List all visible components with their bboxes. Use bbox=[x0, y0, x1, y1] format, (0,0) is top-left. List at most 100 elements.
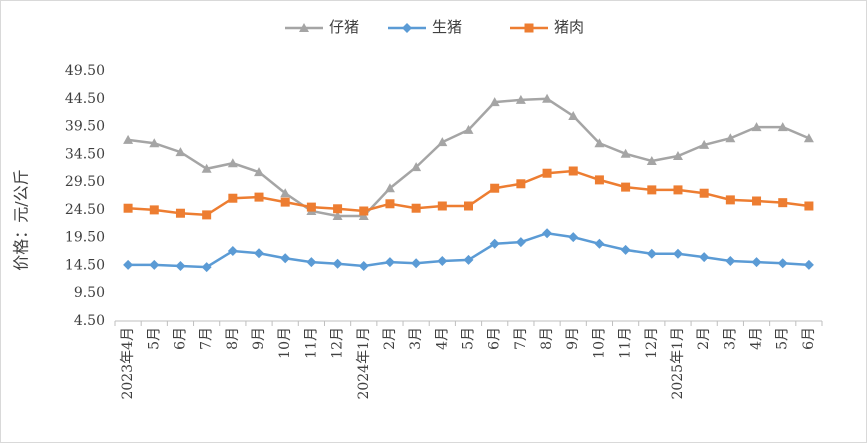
y-tick-label: 9.50 bbox=[74, 285, 105, 301]
y-tick-label: 44.50 bbox=[65, 91, 105, 107]
point bbox=[542, 93, 553, 103]
point bbox=[673, 185, 683, 195]
point bbox=[489, 238, 500, 249]
point bbox=[777, 122, 788, 132]
x-tick-label: 9月 bbox=[565, 327, 581, 350]
point bbox=[437, 201, 447, 211]
point bbox=[201, 163, 212, 173]
y-tick-label: 4.50 bbox=[74, 313, 105, 329]
legend-label: 仔猪 bbox=[329, 18, 359, 36]
point bbox=[332, 258, 343, 269]
y-axis-label: 价格：元/公斤 bbox=[12, 169, 31, 270]
point bbox=[568, 166, 578, 176]
y-tick-label: 39.50 bbox=[65, 119, 105, 135]
point bbox=[751, 122, 762, 132]
point bbox=[542, 168, 552, 178]
point bbox=[489, 97, 500, 107]
x-tick-label: 4月 bbox=[749, 327, 765, 350]
point bbox=[751, 257, 762, 268]
point bbox=[620, 148, 631, 158]
point bbox=[402, 23, 412, 33]
point bbox=[280, 188, 291, 198]
y-tick-label: 19.50 bbox=[65, 230, 105, 246]
point bbox=[672, 248, 683, 259]
point bbox=[621, 182, 631, 192]
point bbox=[280, 253, 291, 264]
x-tick-label: 2023年4月 bbox=[120, 327, 136, 400]
point bbox=[227, 158, 238, 168]
point bbox=[437, 256, 448, 266]
x-tick-label: 2025年1月 bbox=[670, 327, 686, 400]
x-tick-label: 11月 bbox=[303, 327, 319, 359]
x-tick-label: 6月 bbox=[172, 327, 188, 350]
x-tick-label: 4月 bbox=[434, 327, 450, 350]
point bbox=[463, 254, 474, 265]
point bbox=[646, 248, 657, 259]
legend-label: 猪肉 bbox=[554, 18, 584, 36]
y-tick-label: 29.50 bbox=[65, 174, 105, 190]
point bbox=[803, 133, 814, 143]
point bbox=[699, 139, 710, 149]
point bbox=[646, 156, 657, 165]
point bbox=[411, 258, 422, 269]
x-tick-label: 12月 bbox=[644, 327, 660, 359]
point bbox=[306, 202, 316, 212]
point bbox=[175, 261, 186, 271]
point bbox=[123, 203, 133, 213]
point bbox=[752, 196, 762, 206]
point bbox=[778, 198, 788, 208]
point bbox=[725, 195, 735, 205]
point bbox=[437, 137, 448, 147]
x-tick-label: 2月 bbox=[696, 327, 712, 350]
point bbox=[524, 23, 534, 33]
x-tick-label: 6月 bbox=[487, 327, 503, 350]
point bbox=[384, 183, 395, 193]
x-tick-label: 7月 bbox=[513, 327, 529, 350]
point bbox=[515, 237, 526, 248]
point bbox=[254, 248, 265, 259]
point bbox=[568, 111, 579, 120]
point bbox=[306, 257, 317, 268]
point bbox=[280, 197, 290, 207]
point bbox=[594, 175, 604, 185]
x-tick-label: 10月 bbox=[591, 327, 607, 359]
point bbox=[228, 193, 238, 203]
y-tick-label: 34.50 bbox=[65, 146, 105, 162]
point bbox=[516, 179, 526, 189]
legend-label: 生猪 bbox=[432, 18, 462, 36]
point bbox=[568, 232, 579, 243]
point bbox=[463, 124, 474, 134]
point bbox=[725, 256, 736, 266]
point bbox=[254, 167, 265, 177]
point bbox=[123, 134, 134, 144]
point bbox=[175, 147, 186, 157]
point bbox=[123, 259, 134, 270]
x-tick-label: 12月 bbox=[330, 327, 346, 359]
y-tick-label: 14.50 bbox=[65, 257, 105, 273]
point bbox=[254, 192, 264, 202]
point bbox=[149, 259, 160, 270]
point bbox=[149, 205, 159, 215]
point bbox=[620, 244, 631, 255]
point bbox=[384, 257, 395, 268]
y-tick-label: 49.50 bbox=[65, 63, 105, 79]
point bbox=[411, 203, 421, 213]
x-tick-label: 5月 bbox=[146, 327, 162, 350]
point bbox=[490, 183, 500, 193]
point bbox=[464, 201, 473, 211]
x-tick-label: 6月 bbox=[801, 327, 817, 350]
point bbox=[594, 138, 605, 148]
x-tick-label: 9月 bbox=[251, 327, 267, 350]
point bbox=[803, 259, 814, 270]
point bbox=[699, 252, 710, 263]
point bbox=[411, 162, 422, 172]
x-tick-label: 3月 bbox=[722, 327, 738, 350]
point bbox=[201, 262, 212, 273]
x-tick-label: 3月 bbox=[408, 327, 424, 350]
point bbox=[202, 210, 212, 220]
point bbox=[359, 206, 369, 216]
point bbox=[515, 94, 526, 104]
point bbox=[175, 208, 185, 218]
point bbox=[149, 138, 160, 148]
